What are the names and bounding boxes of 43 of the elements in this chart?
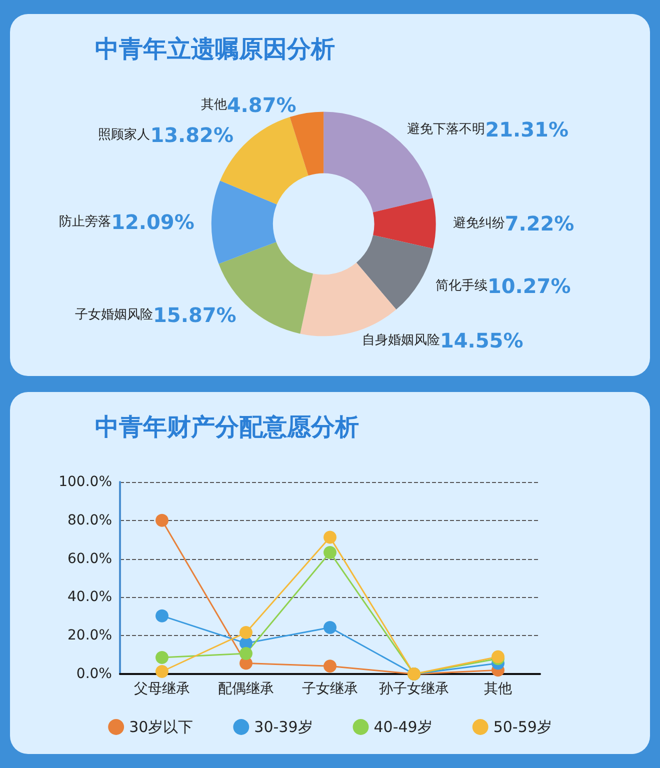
point: [324, 546, 336, 559]
point: [324, 660, 336, 673]
data-label: 7.22%: [504, 211, 574, 236]
y-tick-label: 20.0%: [68, 628, 112, 644]
legend-label: 40-49岁: [374, 718, 432, 736]
x-tick-label: 父母继承: [134, 681, 190, 697]
data-label: 14.55%: [440, 328, 524, 353]
x-tick-label: 子女继承: [302, 681, 358, 697]
point: [324, 530, 336, 544]
point: [240, 626, 252, 640]
x-tick-label: 孙子女继承: [379, 681, 449, 697]
slice-label: 简化手续: [435, 278, 488, 294]
slice-label: 子女婚姻风险: [75, 308, 154, 323]
slice-label: 避免下落不明: [407, 122, 486, 138]
legend-label: 50-59岁: [493, 718, 552, 736]
data-label: 15.87%: [153, 303, 236, 328]
point: [324, 621, 336, 634]
slice-label: 照顾家人: [98, 126, 150, 143]
point: [156, 665, 168, 678]
point: [156, 609, 168, 622]
x-tick-label: 配偶继承: [218, 681, 274, 697]
data-label: 13.82%: [150, 123, 234, 148]
slice-label: 其他: [200, 98, 227, 113]
point: [240, 646, 252, 660]
point: [156, 514, 168, 527]
data-label: 10.27%: [487, 274, 571, 298]
legend-label: 30-39岁: [254, 718, 313, 736]
legend-label: 30岁以下: [129, 718, 194, 736]
data-label: 12.09%: [111, 210, 194, 234]
y-tick-label: 40.0%: [68, 589, 112, 606]
y-tick-label: 60.0%: [68, 550, 112, 567]
chart-title: 中青年财产分配意愿分析: [95, 413, 359, 441]
point: [156, 650, 168, 664]
data-label: 4.87%: [226, 93, 296, 118]
data-label: 21.31%: [485, 118, 569, 142]
slice-label: 避免纠纷: [452, 216, 505, 231]
x-tick-label: 其他: [484, 681, 512, 697]
slice-label: 自身婚姻风险: [362, 333, 440, 348]
chart-title: 中青年立遗嘱原因分析: [95, 35, 335, 63]
slice-label: 防止旁落: [59, 214, 112, 230]
y-tick-label: 0.0%: [76, 666, 112, 682]
y-tick-label: 100.0%: [58, 474, 112, 490]
y-tick-label: 80.0%: [68, 512, 112, 528]
